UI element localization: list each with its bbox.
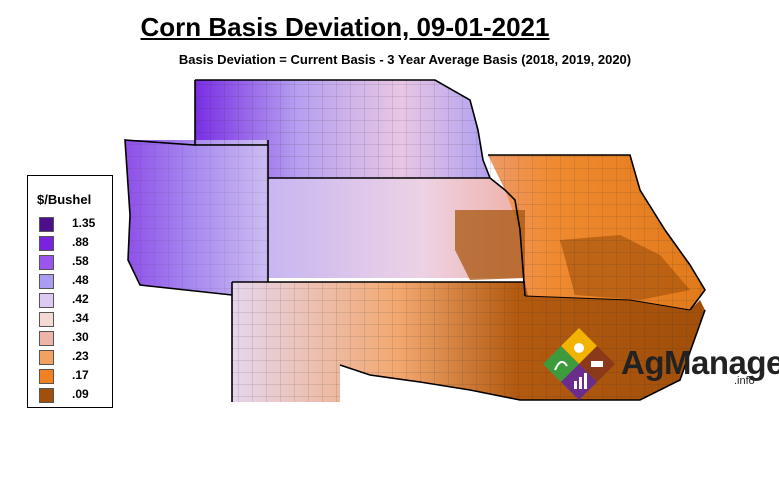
legend-label: .23: [72, 349, 89, 363]
logo-suffix: .info: [734, 375, 755, 387]
legend-item: .42: [39, 291, 109, 310]
agmanager-logo: AgManager .info: [541, 326, 779, 406]
legend-label: .48: [72, 273, 89, 287]
legend-label: .42: [72, 292, 89, 306]
legend-label: .09: [72, 387, 89, 401]
legend-label: .58: [72, 254, 89, 268]
logo-wordmark: AgManager: [621, 344, 779, 381]
agmanager-logo-icon: [543, 328, 615, 400]
legend-item: 1.35: [39, 215, 109, 234]
legend-swatch: [39, 331, 54, 346]
map-title: Corn Basis Deviation, 09-01-2021: [140, 12, 550, 42]
legend-item: .58: [39, 253, 109, 272]
legend-swatch: [39, 388, 54, 403]
legend-swatch: [39, 312, 54, 327]
legend-label: .88: [72, 235, 89, 249]
legend-item: .88: [39, 234, 109, 253]
legend-label: 1.35: [72, 216, 96, 230]
legend-swatch: [39, 274, 54, 289]
legend-swatch: [39, 236, 54, 251]
legend-label: .34: [72, 311, 89, 325]
legend-title: $/Bushel: [37, 192, 92, 207]
legend-swatch: [39, 293, 54, 308]
legend-item: .34: [39, 310, 109, 329]
legend-item: .48: [39, 272, 109, 291]
legend: $/Bushel 1.35 .88 .58 .48 .42 .34 .30 .23 .17 .09: [27, 175, 113, 408]
shade-dark: [455, 210, 525, 280]
legend-item: .17: [39, 367, 109, 386]
legend-item: .23: [39, 348, 109, 367]
legend-swatch: [39, 255, 54, 270]
legend-label: .17: [72, 368, 89, 382]
legend-swatch: [39, 350, 54, 365]
legend-swatch: [39, 369, 54, 384]
legend-label: .30: [72, 330, 89, 344]
legend-item: .30: [39, 329, 109, 348]
legend-swatch: [39, 217, 54, 232]
map-subtitle: Basis Deviation = Current Basis - 3 Year…: [178, 52, 632, 67]
legend-item: .09: [39, 386, 109, 405]
